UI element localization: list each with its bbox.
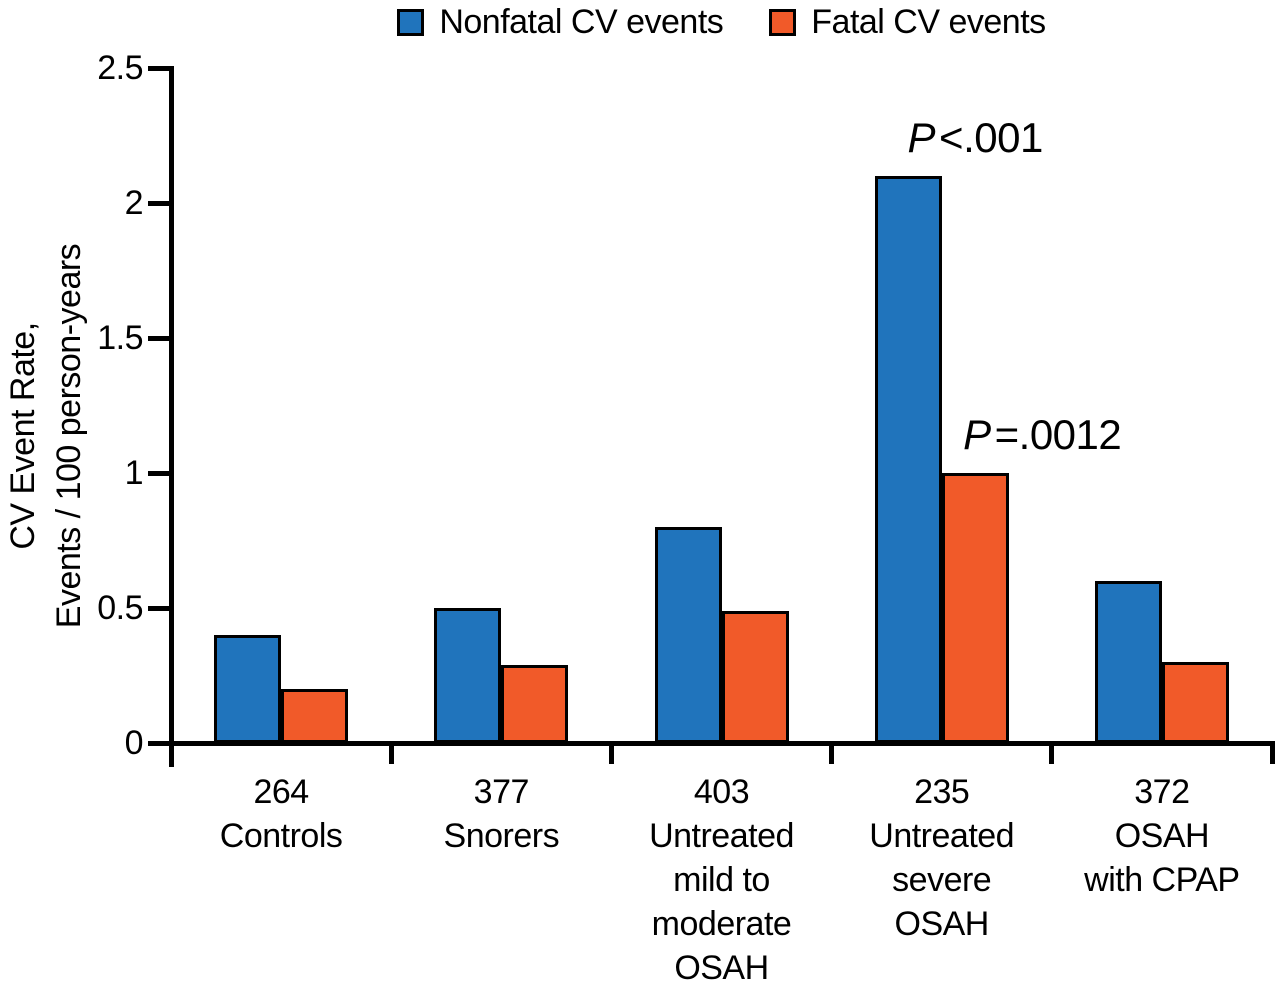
legend-label-nonfatal: Nonfatal CV events [439,3,724,41]
bar-fatal-1 [501,665,569,743]
y-axis-line [168,65,174,767]
x-category-label-line: OSAH [1114,817,1210,855]
y-tick [147,65,169,71]
bar-fatal-0 [281,689,349,743]
x-category-label-line: OSAH [674,949,769,987]
bar-nonfatal-4 [1094,581,1162,743]
bar-nonfatal-0 [214,635,282,743]
y-tick-label: 0.5 [97,589,143,627]
x-tick [1049,740,1055,764]
x-category-label-line: Controls [219,817,343,855]
legend-swatch-fatal-icon [769,8,797,36]
x-category-label-line: with CPAP [1084,861,1240,899]
legend-swatch-nonfatal-icon [397,8,425,36]
x-category-label-1: 377 Snorers [381,770,621,858]
p-value-annotation-nonfatal-severe: P<.001 [907,114,1044,161]
x-category-label-line: 235 [914,773,970,811]
y-tick-label: 0 [124,724,144,762]
x-category-label-line: 377 [473,773,530,811]
y-tick [147,200,169,206]
x-category-label-line: mild to [673,861,770,899]
x-tick [608,740,614,764]
legend-item-fatal: Fatal CV events [769,3,1046,41]
x-category-label-line: moderate [651,905,792,943]
x-category-label-line: 372 [1134,773,1190,811]
x-category-label-line: severe [892,861,992,899]
legend-label-fatal: Fatal CV events [811,3,1046,41]
y-tick [147,470,169,476]
y-tick-label: 1.5 [97,319,143,357]
p-value-annotation-fatal-severe: P=.0012 [963,411,1122,458]
x-category-label-line: Untreated [869,817,1015,855]
x-tick [1269,740,1275,764]
x-category-label-line: 403 [693,773,750,811]
x-category-label-3: 235 Untreated severe OSAH [822,770,1062,946]
bar-nonfatal-2 [654,527,722,743]
bar-fatal-4 [1161,662,1229,743]
bar-nonfatal-1 [434,608,502,743]
legend: Nonfatal CV events Fatal CV events [171,2,1272,42]
x-category-label-line: Untreated [649,817,794,855]
bar-nonfatal-3 [874,176,942,743]
y-tick-label: 1 [124,454,144,492]
x-tick [829,740,835,764]
x-tick [388,740,394,764]
x-category-label-line: 264 [253,773,309,811]
y-tick [147,740,169,746]
x-category-label-0: 264 Controls [161,770,401,858]
bar-fatal-3 [941,473,1009,743]
y-tick-label: 2.5 [97,49,143,87]
legend-item-nonfatal: Nonfatal CV events [397,3,724,41]
x-category-label-4: 372 OSAH with CPAP [1042,770,1280,902]
x-category-label-2: 403 Untreated mild to moderate OSAH [602,770,842,989]
y-tick [147,605,169,611]
x-category-label-line: OSAH [894,905,990,943]
bar-fatal-2 [721,611,789,743]
x-axis-line [168,740,1275,746]
x-category-label-line: Snorers [443,817,560,855]
y-tick-label: 2 [124,184,144,222]
y-tick [147,335,169,341]
